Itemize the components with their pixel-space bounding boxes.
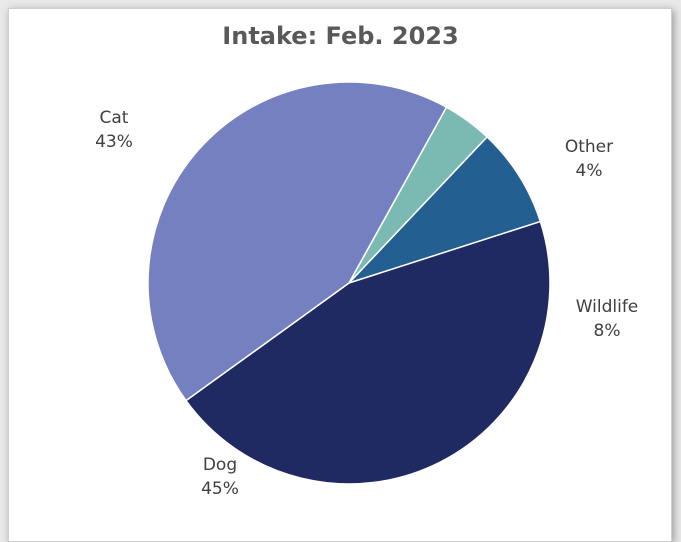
slice-dog (184, 220, 551, 485)
slice-wildlife (348, 135, 542, 284)
slice-pct-other: 4% (576, 161, 603, 181)
slice-pct-dog: 45% (201, 479, 239, 499)
pie-slices (147, 81, 551, 485)
slice-pct-wildlife: 8% (594, 321, 621, 341)
slice-cat (147, 81, 448, 402)
chart-title: Intake: Feb. 2023 (222, 22, 459, 50)
slice-label-dog: Dog (203, 455, 237, 475)
slice-label-cat: Cat (100, 108, 129, 128)
slice-label-other: Other (565, 137, 613, 157)
slice-label-wildlife: Wildlife (576, 297, 639, 317)
slice-pct-cat: 43% (95, 132, 133, 152)
slice-labels: Other 4% Wildlife 8% Dog 45% Cat 43% (95, 108, 638, 499)
